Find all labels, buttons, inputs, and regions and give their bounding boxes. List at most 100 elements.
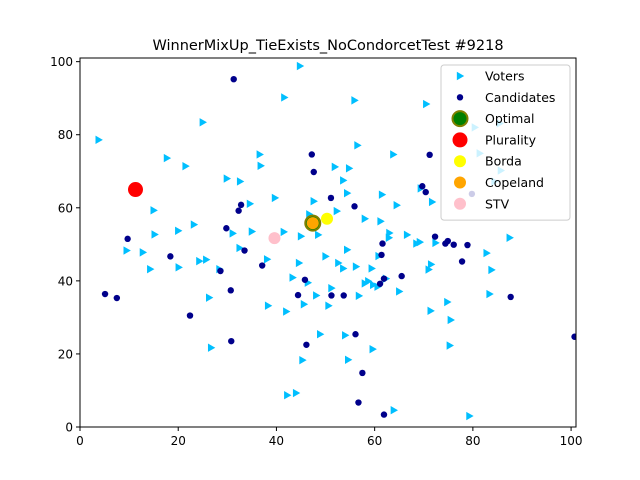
- voters-point: [428, 197, 437, 207]
- voters-point: [283, 307, 291, 316]
- voters-point: [370, 280, 378, 290]
- voters-point: [229, 229, 237, 238]
- voters-point: [361, 214, 370, 223]
- voters-point: [368, 264, 376, 273]
- candidates-point: [258, 262, 266, 269]
- voters-point: [175, 226, 183, 236]
- voters-point: [175, 263, 183, 272]
- candidates-point: [228, 337, 235, 345]
- candidates-point: [422, 188, 429, 196]
- y-tick-label: 0: [65, 421, 73, 435]
- candidates-point: [101, 290, 109, 298]
- voters-point: [325, 301, 333, 310]
- legend-marker-candidates: [456, 94, 464, 101]
- candidates-point: [241, 247, 248, 254]
- candidates-point: [310, 168, 317, 176]
- legend-marker-plurality: [452, 132, 468, 148]
- plot-frame: [79, 57, 577, 428]
- candidates-point: [419, 183, 426, 190]
- voters-point: [393, 201, 401, 210]
- candidates-point: [431, 233, 439, 240]
- voters-point: [292, 388, 301, 398]
- voters-point: [390, 150, 398, 159]
- voters-point: [328, 283, 336, 293]
- legend-label: Borda: [485, 154, 522, 169]
- voters-point: [427, 306, 435, 316]
- candidates-point: [380, 411, 388, 418]
- voters-point: [351, 96, 359, 105]
- candidates-point: [303, 341, 310, 348]
- voters-point: [280, 227, 289, 237]
- candidates-point: [227, 287, 234, 294]
- voters-point: [271, 193, 280, 203]
- voters-point: [335, 258, 343, 268]
- voters-point: [377, 217, 385, 226]
- candidates-point: [230, 75, 237, 83]
- voters-point: [369, 344, 377, 354]
- candidates-point: [124, 235, 131, 243]
- candidates-point: [351, 203, 358, 210]
- voters-point: [236, 243, 244, 253]
- voters-point: [264, 301, 273, 310]
- voters-point: [444, 297, 452, 307]
- voters-point: [390, 405, 399, 415]
- legend-label: Plurality: [485, 132, 537, 147]
- legend-item-plurality: Plurality: [452, 132, 537, 148]
- candidates-point: [167, 253, 174, 260]
- x-tick-label: 100: [560, 434, 583, 448]
- voters-point: [483, 248, 491, 258]
- voters-point: [206, 293, 214, 302]
- voters-point: [295, 258, 304, 268]
- legend-marker-borda: [454, 155, 466, 168]
- voters-point: [199, 118, 207, 127]
- legend-item-copeland: Copeland: [454, 175, 544, 190]
- voters-point: [340, 264, 348, 273]
- voters-point: [355, 291, 364, 301]
- x-tick-label: 60: [367, 434, 382, 448]
- voters-point: [248, 227, 257, 236]
- x-axis: 0 20 40 60 80 100: [76, 427, 583, 448]
- voters-point: [123, 246, 131, 255]
- legend-marker-stv: [454, 197, 466, 210]
- voters-point: [95, 135, 103, 145]
- y-axis: 0 20 40 60 80 100: [50, 55, 80, 435]
- y-tick-label: 40: [58, 274, 73, 288]
- voters-point: [506, 233, 514, 242]
- candidates-point: [359, 369, 366, 377]
- voters-point: [300, 300, 309, 309]
- series-borda: [321, 212, 334, 225]
- voters-point: [333, 206, 342, 216]
- legend-label: Optimal: [485, 111, 534, 126]
- chart-title: WinnerMixUp_TieExists_NoCondorcetTest #9…: [152, 38, 503, 54]
- y-tick-label: 20: [58, 347, 73, 361]
- voters-point: [310, 197, 318, 206]
- legend-marker-voters: [456, 71, 465, 81]
- voters-point: [316, 330, 325, 339]
- voters-point: [163, 153, 172, 163]
- voters-point: [182, 161, 190, 171]
- legend-box: [440, 64, 571, 221]
- voters-point: [354, 141, 362, 150]
- candidates-point: [379, 240, 386, 247]
- candidates-point: [464, 241, 471, 249]
- voters-point: [257, 161, 265, 170]
- voters-point: [486, 289, 494, 299]
- voters-point: [151, 230, 159, 239]
- legend: Voters Candidates Optimal Plurality Borda Cop…: [440, 64, 571, 221]
- voters-point: [289, 273, 297, 282]
- candidates-point: [328, 292, 335, 299]
- voters-point: [344, 245, 352, 255]
- voters-point: [190, 220, 199, 229]
- voters-point: [331, 162, 340, 172]
- voters-point: [263, 255, 272, 264]
- voters-point: [150, 206, 158, 215]
- y-tick-label: 60: [58, 201, 73, 215]
- candidates-point: [378, 251, 385, 259]
- voters-point: [315, 230, 323, 240]
- voters-point: [446, 341, 454, 350]
- data-marks: [95, 61, 576, 421]
- voters-point: [423, 99, 431, 109]
- voters-point: [344, 355, 353, 364]
- candidates-point: [327, 194, 335, 202]
